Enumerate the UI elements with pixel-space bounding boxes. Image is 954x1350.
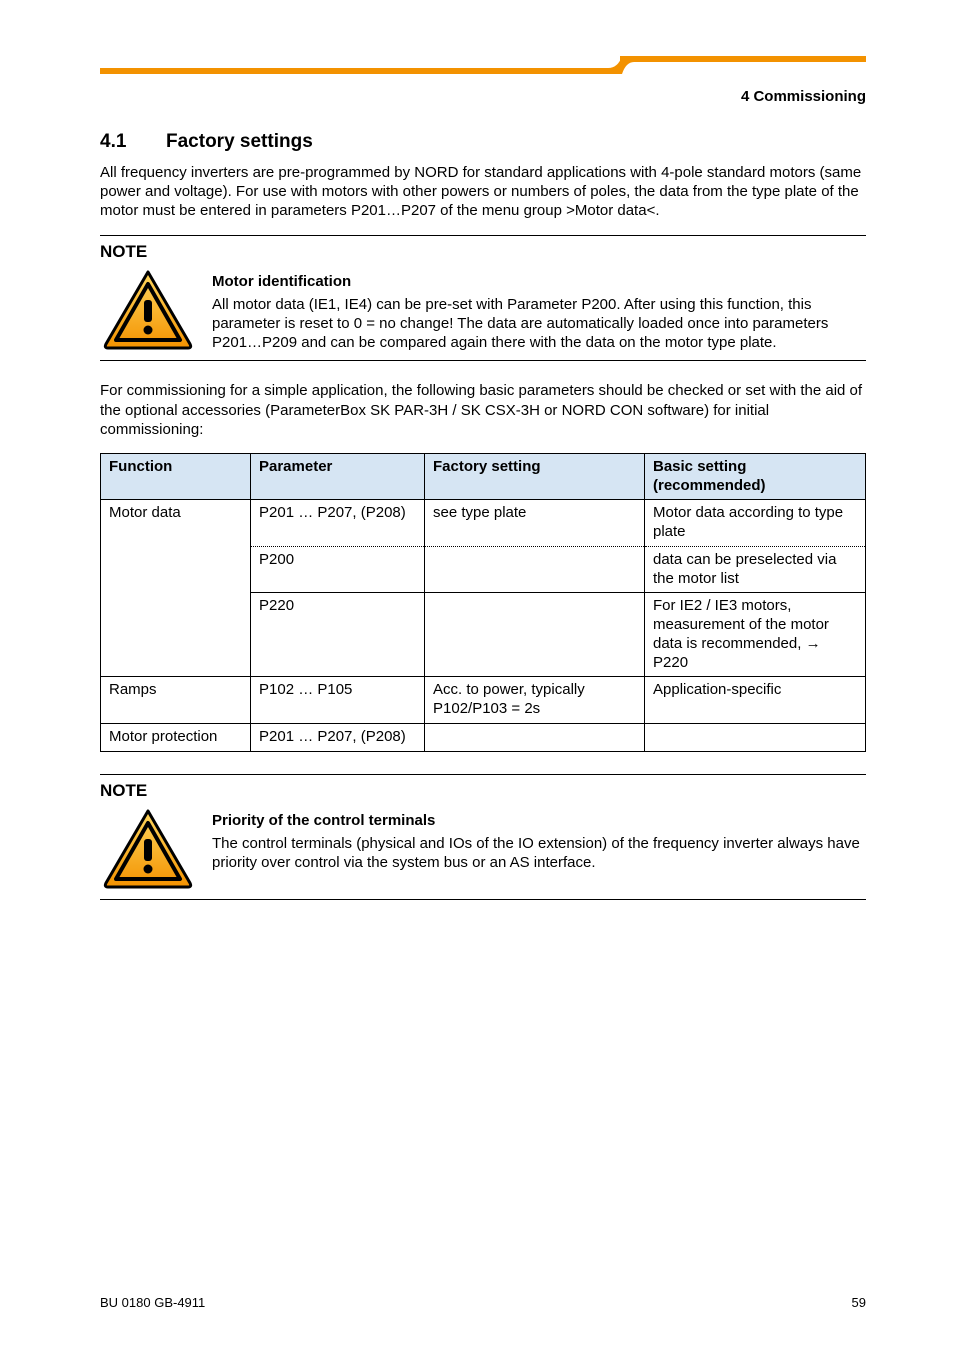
page-header-title: 4 Commissioning: [100, 88, 866, 105]
table-cell: P201 … P207, (P208): [251, 723, 425, 751]
header-rule-right: [620, 56, 866, 62]
table-cell: P200: [251, 546, 425, 593]
note-title: Priority of the control terminals: [212, 811, 866, 830]
table-cell: see type plate: [425, 500, 645, 547]
parameter-table: Function Parameter Factory setting Basic…: [100, 453, 866, 752]
table-row: Motor data P201 … P207, (P208) see type …: [101, 500, 866, 547]
note-label: NOTE: [100, 781, 866, 801]
note-block-2: NOTE Priority of the control terminals: [100, 774, 866, 900]
section-title: Factory settings: [166, 131, 313, 152]
section-number: 4.1: [100, 131, 166, 153]
col-header: Factory setting: [425, 453, 645, 500]
table-cell: [425, 723, 645, 751]
table-cell: P102 … P105: [251, 677, 425, 724]
table-row: Ramps P102 … P105 Acc. to power, typical…: [101, 677, 866, 724]
table-cell: P220: [251, 593, 425, 677]
table-cell: [645, 723, 866, 751]
footer-right: 59: [852, 1295, 866, 1310]
table-cell: Motor data according to type plate: [645, 500, 866, 547]
warning-triangle-icon: [100, 807, 196, 891]
table-cell: P201 … P207, (P208): [251, 500, 425, 547]
footer-left: BU 0180 GB-4911: [100, 1295, 205, 1310]
note-body: The control terminals (physical and IOs …: [212, 834, 866, 872]
table-cell: Application-specific: [645, 677, 866, 724]
section-heading: 4.1Factory settings: [100, 131, 866, 153]
table-row: Motor protection P201 … P207, (P208): [101, 723, 866, 751]
col-header: Parameter: [251, 453, 425, 500]
note-text: Motor identification All motor data (IE1…: [212, 268, 866, 353]
page-footer: BU 0180 GB-4911 59: [100, 1295, 866, 1310]
note-block-1: NOTE Motor identification All mot: [100, 235, 866, 362]
table-cell: Motor protection: [101, 723, 251, 751]
col-header: Function: [101, 453, 251, 500]
note-body: All motor data (IE1, IE4) can be pre-set…: [212, 295, 866, 353]
header-rule: [100, 56, 866, 78]
page: 4 Commissioning 4.1Factory settings All …: [0, 0, 954, 1350]
table-cell: Ramps: [101, 677, 251, 724]
col-header: Basic setting (recommended): [645, 453, 866, 500]
table-cell: Acc. to power, typically P102/P103 = 2s: [425, 677, 645, 724]
table-cell: [425, 546, 645, 593]
header-rule-left: [100, 68, 610, 74]
note-label: NOTE: [100, 242, 866, 262]
note-title: Motor identification: [212, 272, 866, 291]
table-cell: [425, 593, 645, 677]
warning-triangle-icon: [100, 268, 196, 352]
table-intro: For commissioning for a simple applicati…: [100, 381, 866, 439]
table-cell: Motor data: [101, 500, 251, 677]
note-text: Priority of the control terminals The co…: [212, 807, 866, 873]
section-body: All frequency inverters are pre-programm…: [100, 163, 866, 221]
spacer: [100, 752, 866, 774]
table-header-row: Function Parameter Factory setting Basic…: [101, 453, 866, 500]
table-cell: For IE2 / IE3 motors, measurement of the…: [645, 593, 866, 677]
table-cell: data can be preselected via the motor li…: [645, 546, 866, 593]
